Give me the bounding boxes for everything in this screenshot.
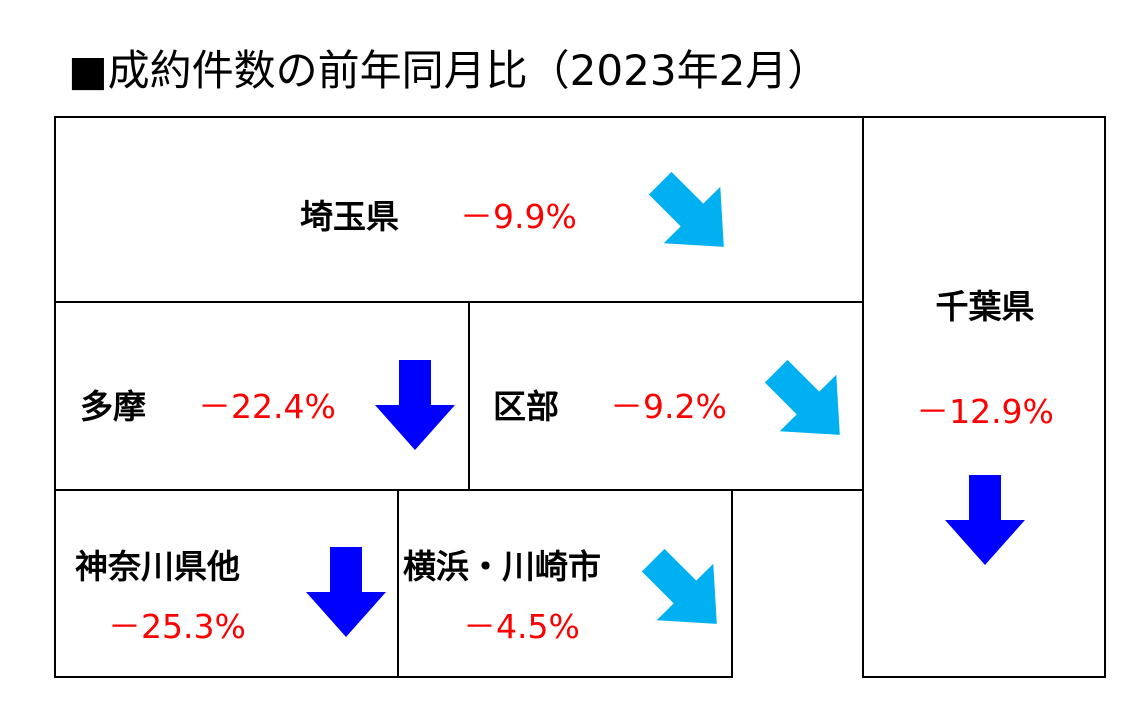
region-name: 埼玉県 [300,197,399,236]
region-name: 千葉県 [936,287,1035,326]
region-change: －12.9% [916,392,1054,431]
region-name: 区部 [493,387,559,426]
arrow [624,531,746,653]
region-change: －25.3% [108,607,246,646]
region-change: －22.4% [198,387,336,426]
arrow [631,154,753,276]
region-name: 多摩 [80,387,146,426]
region-change: －9.2% [610,387,727,426]
region-change: －9.9% [460,197,577,236]
arrow [306,547,386,637]
region-name: 神奈川県他 [75,547,240,586]
region-box [397,489,733,678]
region-name: 横浜・川崎市 [403,547,601,586]
region-change: －4.5% [463,607,580,646]
arrow [945,475,1025,565]
arrow [375,360,455,450]
region-box [54,116,864,303]
arrow [747,342,869,464]
title: ■成約件数の前年同月比（2023年2月） [68,46,829,95]
